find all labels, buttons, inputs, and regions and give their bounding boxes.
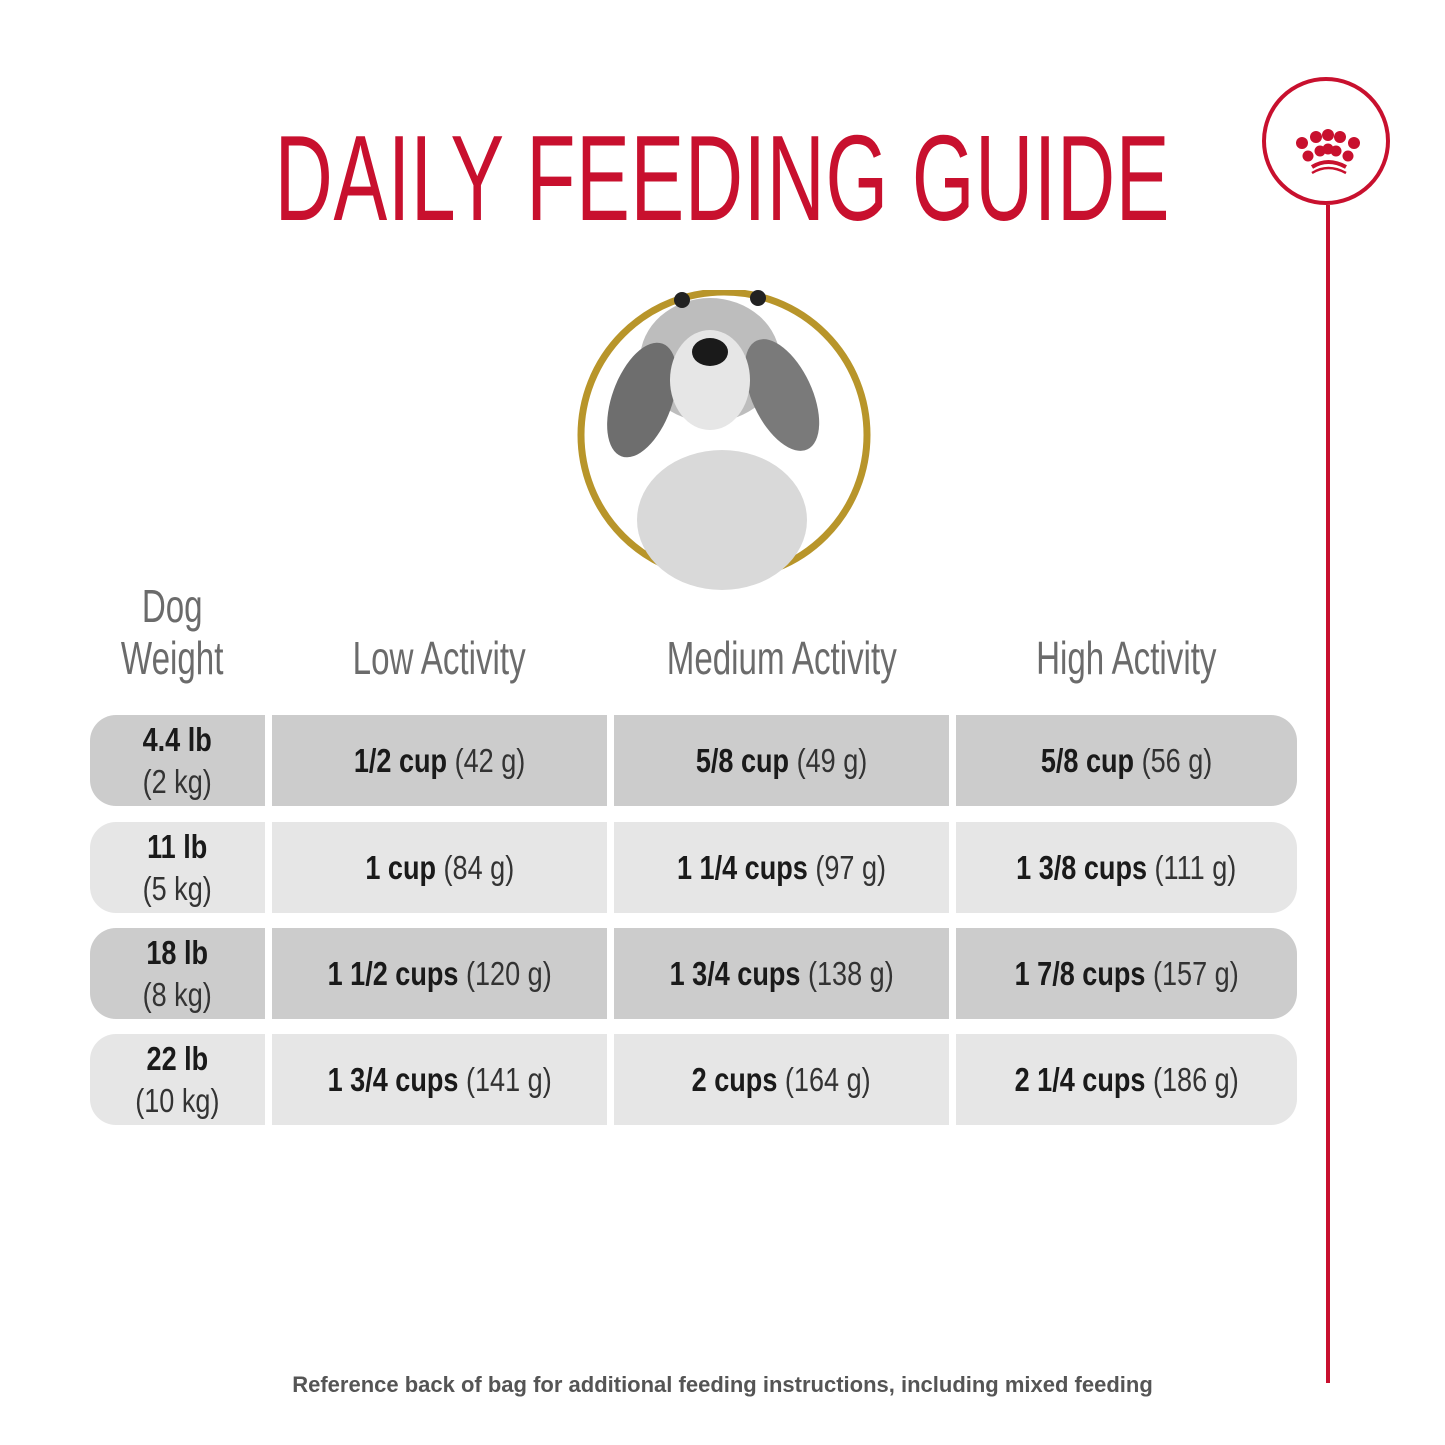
grams-amount: (49 g)	[796, 741, 868, 779]
cups-amount: 1 cup	[365, 848, 436, 886]
page-title: DAILY FEEDING GUIDE	[274, 110, 1171, 246]
brand-line	[1326, 205, 1330, 1383]
footer-note: Reference back of bag for additional fee…	[292, 1372, 1153, 1397]
feeding-cell: 1 7/8 cups (157 g)	[956, 928, 1297, 1019]
cups-amount: 1 7/8 cups	[1014, 954, 1146, 992]
cups-amount: 1 1/2 cups	[327, 954, 459, 992]
cups-amount: 5/8 cup	[1040, 741, 1135, 779]
grams-amount: (56 g)	[1141, 741, 1213, 779]
feeding-cell: 1 3/4 cups (141 g)	[272, 1034, 607, 1125]
cups-amount: 1 1/4 cups	[676, 848, 808, 886]
feeding-cell: 5/8 cup (49 g)	[614, 715, 949, 806]
grams-amount: (84 g)	[443, 848, 514, 886]
grams-amount: (111 g)	[1154, 848, 1237, 886]
grams-amount: (42 g)	[454, 741, 526, 779]
grams-amount: (164 g)	[785, 1060, 871, 1098]
cups-amount: 1/2 cup	[353, 741, 448, 779]
header-medium-activity: Medium Activity	[666, 632, 897, 684]
feeding-cell: 2 1/4 cups (186 g)	[956, 1034, 1297, 1125]
dog-portrait-image	[577, 290, 871, 590]
cups-amount: 1 3/8 cups	[1016, 848, 1148, 886]
grams-amount: (157 g)	[1152, 954, 1239, 992]
cups-amount: 5/8 cup	[695, 741, 790, 779]
cups-amount: 2 cups	[692, 1060, 778, 1098]
grams-amount: (138 g)	[807, 954, 894, 992]
feeding-cell: 1 1/2 cups (120 g)	[272, 928, 607, 1019]
grams-amount: (120 g)	[465, 954, 552, 992]
grams-amount: (186 g)	[1152, 1060, 1239, 1098]
feeding-cell: 1 3/8 cups (111 g)	[956, 822, 1297, 913]
header-high-activity: High Activity	[1036, 632, 1217, 684]
weight-lb: 4.4 lb	[142, 720, 213, 758]
feeding-cell: 1/2 cup (42 g)	[272, 715, 607, 806]
weight-cell: 18 lb (8 kg)	[90, 928, 265, 1019]
weight-cell: 22 lb (10 kg)	[90, 1034, 265, 1125]
brand-logo	[1262, 77, 1390, 205]
feeding-cell: 1 3/4 cups (138 g)	[614, 928, 949, 1019]
weight-kg: (10 kg)	[135, 1081, 220, 1119]
header-low-activity: Low Activity	[352, 632, 527, 684]
weight-cell: 11 lb (5 kg)	[90, 822, 265, 913]
crown-icon	[1296, 129, 1360, 175]
grams-amount: (141 g)	[465, 1060, 552, 1098]
weight-kg: (2 kg)	[142, 762, 213, 800]
header-dog-weight: Dog Weight	[121, 580, 224, 684]
weight-lb: 18 lb	[146, 933, 209, 971]
feeding-cell: 1 cup (84 g)	[272, 822, 607, 913]
weight-kg: (8 kg)	[142, 975, 213, 1013]
weight-lb: 22 lb	[146, 1039, 209, 1077]
feeding-cell: 5/8 cup (56 g)	[956, 715, 1297, 806]
weight-lb: 11 lb	[147, 827, 208, 865]
weight-kg: (5 kg)	[142, 869, 213, 907]
weight-cell: 4.4 lb (2 kg)	[90, 715, 265, 806]
feeding-cell: 2 cups (164 g)	[614, 1034, 949, 1125]
cups-amount: 2 1/4 cups	[1014, 1060, 1146, 1098]
cups-amount: 1 3/4 cups	[669, 954, 801, 992]
cups-amount: 1 3/4 cups	[327, 1060, 459, 1098]
feeding-cell: 1 1/4 cups (97 g)	[614, 822, 949, 913]
grams-amount: (97 g)	[815, 848, 887, 886]
